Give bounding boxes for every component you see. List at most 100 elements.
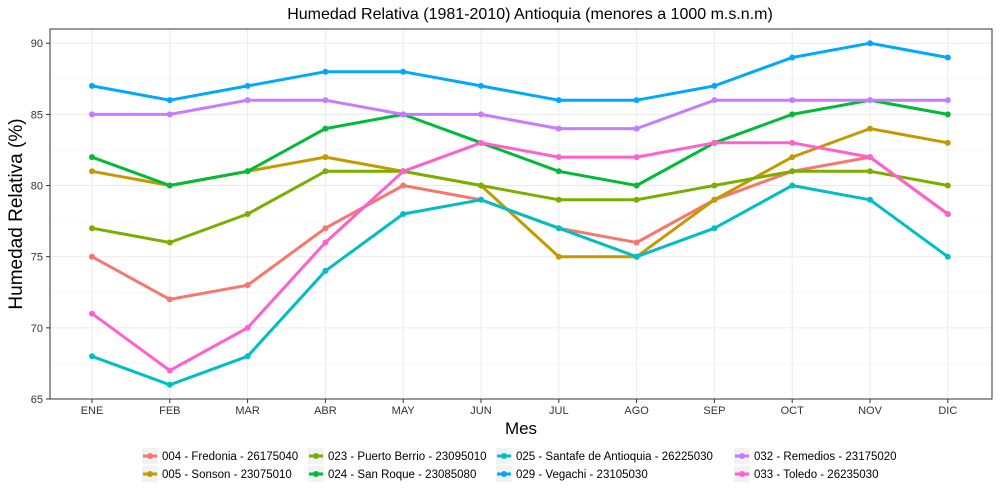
data-point — [244, 82, 251, 89]
series-line — [90, 169, 950, 244]
data-point — [711, 182, 718, 189]
x-tick-label: ABR — [314, 405, 337, 417]
plot-panel — [49, 28, 993, 400]
legend-label: 004 - Fredonia - 26175040 — [162, 451, 298, 463]
x-tick-label: JUL — [549, 405, 569, 417]
series-group — [89, 40, 951, 104]
legend-label: 023 - Puerto Berrio - 23095010 — [328, 451, 487, 463]
series-line — [90, 98, 950, 187]
data-point — [244, 97, 251, 104]
series-line — [90, 155, 950, 301]
data-point — [322, 97, 329, 104]
legend-key-point — [147, 471, 153, 477]
y-tick-label: 85 — [31, 109, 43, 121]
data-point — [789, 168, 796, 175]
data-point — [244, 168, 251, 175]
data-point — [789, 111, 796, 118]
data-point — [166, 97, 173, 104]
data-point — [555, 196, 562, 203]
data-point — [633, 253, 640, 260]
x-tick-label: SEP — [703, 405, 725, 417]
legend-label: 025 - Santafe de Antioquia - 26225030 — [516, 451, 713, 463]
data-point — [478, 82, 484, 89]
data-point — [400, 168, 407, 175]
data-point — [89, 225, 95, 232]
y-tick-label: 75 — [31, 252, 43, 264]
data-point — [944, 253, 951, 260]
data-point — [944, 211, 951, 217]
legend-key-point — [501, 453, 507, 459]
data-point — [711, 196, 718, 203]
data-point — [400, 68, 407, 75]
data-point — [478, 139, 484, 146]
series-line — [90, 141, 950, 372]
data-point — [789, 97, 796, 104]
x-tick-label: FEB — [159, 405, 180, 417]
legend-key-point — [313, 471, 319, 477]
x-tick-label: MAY — [392, 405, 416, 417]
y-axis-title: Humedad Relativa (%) — [6, 118, 27, 309]
x-tick-label: ENE — [81, 405, 104, 417]
legend: 004 - Fredonia - 26175040 023 - Puerto Be… — [142, 448, 897, 482]
data-point — [633, 125, 640, 132]
data-point — [322, 68, 329, 75]
data-point — [867, 196, 873, 203]
legend-key-point — [313, 453, 319, 459]
data-point — [944, 97, 951, 104]
data-point — [322, 125, 329, 132]
legend-item: 004 - Fredonia - 26175040 — [142, 448, 298, 464]
data-point — [867, 154, 873, 161]
data-point — [633, 154, 640, 161]
data-point — [944, 182, 951, 189]
data-point — [166, 182, 173, 189]
data-point — [555, 168, 562, 175]
legend-item: 005 - Sonson - 23075010 — [142, 466, 292, 482]
series-group — [89, 168, 951, 246]
data-point — [478, 182, 484, 189]
data-point — [711, 97, 718, 104]
series-group — [89, 182, 951, 388]
chart-title: Humedad Relativa (1981-2010) Antioquia (… — [287, 6, 773, 23]
series-group — [89, 97, 951, 189]
series-line — [90, 41, 950, 102]
data-point — [89, 154, 95, 161]
data-point — [944, 139, 951, 146]
data-point — [711, 82, 718, 89]
data-point — [633, 239, 640, 246]
data-point — [166, 381, 173, 388]
data-point — [400, 211, 407, 217]
data-point — [322, 168, 329, 175]
x-tick-label: JUN — [470, 405, 491, 417]
data-point — [89, 253, 95, 260]
legend-key-point — [147, 453, 153, 459]
legend-item: 029 - Vegachi - 23105030 — [496, 466, 648, 482]
data-point — [166, 296, 173, 303]
data-point — [555, 97, 562, 104]
data-point — [789, 182, 796, 189]
data-point — [867, 40, 873, 47]
data-point — [944, 54, 951, 61]
data-point — [711, 139, 718, 146]
data-point — [89, 111, 95, 118]
series-group — [89, 139, 951, 374]
data-point — [400, 111, 407, 118]
data-point — [555, 154, 562, 161]
legend-item: 033 - Toledo - 26235030 — [734, 466, 878, 482]
data-point — [244, 211, 251, 217]
series-layer — [89, 40, 951, 388]
legend-item: 023 - Puerto Berrio - 23095010 — [308, 448, 487, 464]
data-point — [478, 111, 484, 118]
data-point — [944, 111, 951, 118]
legend-label: 033 - Toledo - 26235030 — [754, 469, 878, 481]
legend-item: 024 - San Roque - 23085080 — [308, 466, 476, 482]
data-point — [400, 182, 407, 189]
x-tick-label: OCT — [781, 405, 805, 417]
legend-item: 032 - Remedios - 23175020 — [734, 448, 897, 464]
x-tick-label: AGO — [624, 405, 649, 417]
data-point — [867, 97, 873, 104]
data-point — [555, 125, 562, 132]
legend-label: 005 - Sonson - 23075010 — [162, 469, 292, 481]
y-tick-label: 70 — [31, 323, 43, 335]
data-point — [322, 267, 329, 274]
data-point — [89, 168, 95, 175]
